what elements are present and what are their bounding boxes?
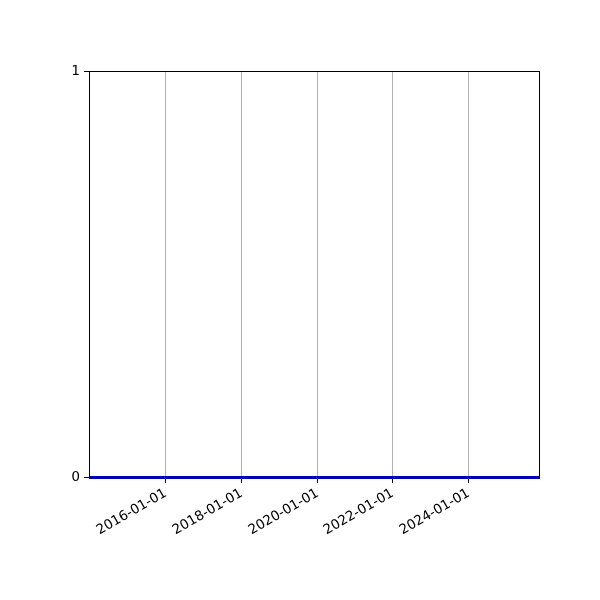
x-tick-mark (165, 479, 166, 483)
x-gridline (165, 72, 166, 477)
x-tick-mark (468, 479, 469, 483)
x-gridline (241, 72, 242, 477)
x-tick-mark (317, 479, 318, 483)
y-tick-label: 0 (71, 469, 80, 485)
x-tick-label: 2022-01-01 (320, 485, 396, 539)
x-gridline (392, 72, 393, 477)
x-tick-mark (392, 479, 393, 483)
x-gridline (317, 72, 318, 477)
x-tick-label: 2016-01-01 (93, 485, 169, 539)
data-line-zero-series (89, 476, 540, 479)
y-tick-mark (84, 477, 89, 478)
x-tick-label: 2020-01-01 (245, 485, 321, 539)
x-gridline (468, 72, 469, 477)
x-tick-label: 2024-01-01 (396, 485, 472, 539)
x-tick-label: 2018-01-01 (169, 485, 245, 539)
plot-area (89, 71, 540, 479)
x-tick-mark (241, 479, 242, 483)
y-tick-mark (84, 71, 89, 72)
y-tick-label: 1 (71, 63, 80, 79)
